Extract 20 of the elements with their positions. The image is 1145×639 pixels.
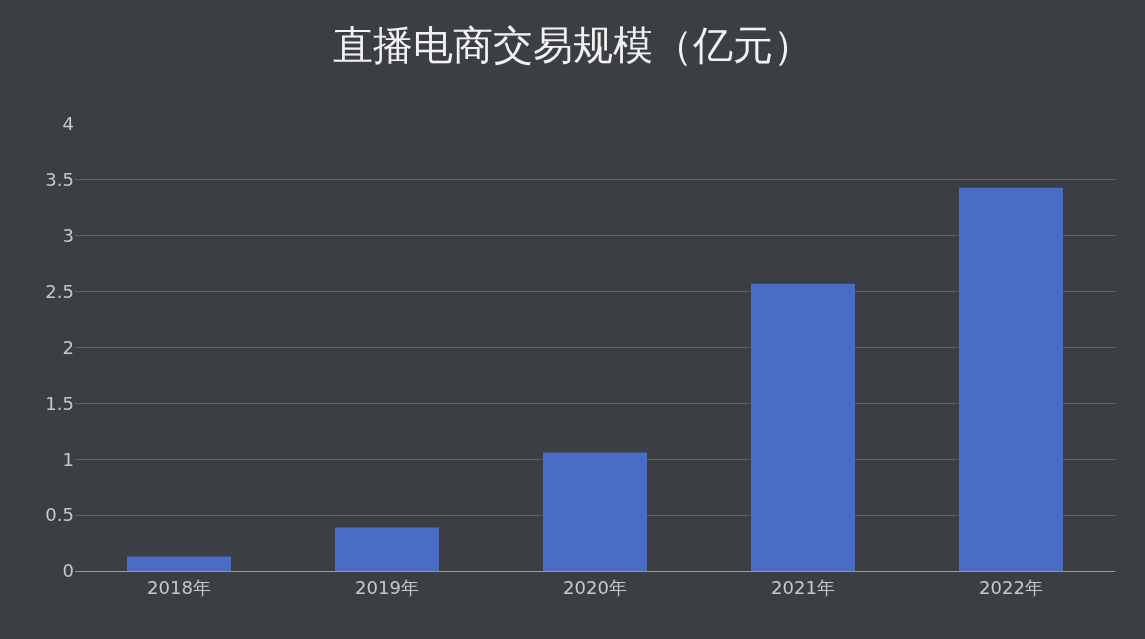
bar [751, 283, 855, 571]
x-tick-label: 2019年 [355, 576, 419, 598]
bar [959, 187, 1063, 571]
y-tick-label: 3 [62, 225, 74, 247]
bar [543, 452, 647, 571]
y-tick-label: 2.5 [45, 280, 74, 302]
y-tick-label: 0 [62, 560, 74, 582]
y-tick-label: 0.5 [45, 504, 74, 526]
chart-title: 直播电商交易规模（亿元） [332, 21, 813, 68]
x-tick-label: 2021年 [771, 576, 835, 598]
y-tick-label: 4 [62, 113, 74, 135]
x-tick-label: 2022年 [979, 576, 1043, 598]
bar [335, 527, 439, 571]
bar [127, 556, 231, 571]
y-tick-label: 1.5 [45, 392, 74, 414]
y-tick-label: 3.5 [45, 169, 74, 191]
x-tick-label: 2018年 [147, 576, 211, 598]
y-tick-label: 2 [62, 336, 74, 358]
x-tick-label: 2020年 [563, 576, 627, 598]
y-tick-label: 1 [62, 448, 74, 470]
